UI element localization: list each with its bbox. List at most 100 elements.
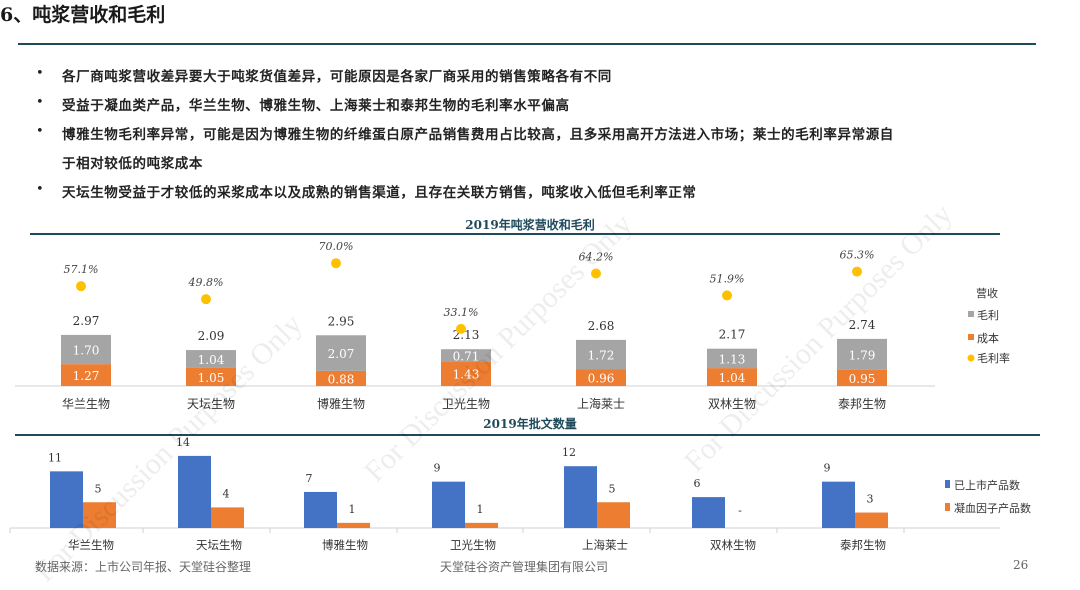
label-revenue-total: 2.95 [328, 314, 355, 328]
point-gross-margin [456, 323, 466, 334]
label-revenue-total: 2.68 [588, 319, 615, 333]
bar-cost [837, 369, 887, 386]
bar-coagulation-products [337, 522, 370, 528]
bar-gross-profit [707, 348, 757, 369]
bar-gross-profit [441, 349, 491, 362]
label-revenue-total: 2.74 [849, 318, 876, 332]
label-listed-products: 9 [824, 462, 831, 475]
bar-cost [61, 364, 111, 386]
bullet-text: 天坛生物受益于才较低的采浆成本以及成熟的销售渠道，且存在关联方销售，吨浆收入低但… [62, 185, 697, 201]
legend-swatch-gross-profit [968, 311, 974, 317]
bullet-text-continued: 于相对较低的吨浆成本 [62, 156, 203, 172]
legend-label: 凝血因子产品数 [954, 501, 1031, 515]
bar-coagulation-products [597, 502, 630, 528]
company-name: 天堂硅谷资产管理集团有限公司 [440, 560, 609, 574]
bar-coagulation-products [211, 507, 244, 528]
bar-gross-profit [316, 335, 366, 371]
bar-cost [316, 370, 366, 386]
label-cost: 1.05 [198, 371, 225, 385]
label-coagulation-products: 4 [223, 487, 230, 500]
bar-coagulation-products [83, 502, 116, 528]
label-revenue-total: 2.09 [198, 329, 225, 343]
chart2-rule [15, 434, 1040, 436]
legend-swatch-coagulation [945, 503, 950, 511]
page-number: 26 [1013, 558, 1029, 572]
bullet-text: 博雅生物毛利率异常，可能是因为博雅生物的纤维蛋白原产品销售费用占比较高，且多采用… [62, 127, 894, 143]
legend-title: 营收 [976, 286, 998, 300]
category-label: 卫光生物 [442, 397, 490, 411]
category-label: 双林生物 [710, 538, 756, 552]
page-title: 6、吨浆营收和毛利 [0, 4, 166, 26]
chart1-rule [30, 233, 1000, 235]
bar-listed-products [304, 491, 337, 528]
point-gross-margin [722, 290, 732, 301]
label-gross-profit: 1.13 [719, 352, 746, 366]
label-revenue-total: 2.17 [719, 328, 746, 342]
label-gross-profit: 2.07 [328, 347, 355, 361]
bar-cost [441, 361, 491, 386]
bullet-icon: • [36, 182, 44, 197]
bar-listed-products [50, 471, 83, 528]
bar-cost [576, 369, 626, 386]
bar-listed-products [564, 466, 597, 528]
bullet-icon: • [36, 124, 44, 139]
bullet-text: 受益于凝血类产品，华兰生物、博雅生物、上海莱士和泰邦生物的毛利率水平偏高 [62, 98, 570, 114]
bar-coagulation-products [855, 512, 888, 528]
label-coagulation-products: 5 [95, 482, 102, 495]
chart1-title: 2019年吨浆营收和毛利 [465, 218, 595, 232]
label-cost: 0.88 [328, 372, 355, 386]
bar-cost [186, 367, 236, 386]
label-gross-profit: 1.04 [198, 353, 225, 367]
label-gross-margin: 65.3% [840, 249, 875, 262]
label-gross-margin: 64.2% [579, 251, 614, 264]
category-label: 泰邦生物 [838, 397, 886, 411]
label-gross-margin: 51.9% [710, 272, 745, 285]
label-cost: 0.96 [588, 372, 615, 386]
legend-swatch-cost [968, 334, 974, 340]
legend-swatch-listed [945, 480, 950, 488]
category-label: 华兰生物 [68, 538, 114, 552]
bar-listed-products [432, 481, 465, 528]
legend-label: 已上市产品数 [954, 478, 1020, 492]
bullet-text: 各厂商吨浆营收差异要大于吨浆货值差异，可能原因是各家厂商采用的销售策略各有不同 [62, 69, 612, 85]
label-listed-products: 6 [694, 477, 701, 490]
legend-label: 毛利 [977, 309, 999, 322]
bar-listed-products [178, 455, 211, 528]
category-label: 博雅生物 [322, 538, 368, 552]
point-gross-margin [591, 268, 601, 279]
bar-cost [707, 368, 757, 386]
label-listed-products: 11 [48, 451, 62, 464]
bar-gross-profit [837, 338, 887, 370]
bar-gross-profit [186, 350, 236, 368]
category-label: 华兰生物 [62, 397, 110, 411]
label-coagulation-products: 1 [349, 503, 356, 516]
category-label: 博雅生物 [317, 396, 365, 411]
label-listed-products: 9 [434, 462, 441, 475]
label-gross-margin: 33.1% [444, 306, 479, 319]
point-gross-margin [76, 281, 86, 292]
label-listed-products: 12 [562, 446, 576, 459]
label-listed-products: 7 [306, 472, 313, 485]
category-label: 上海莱士 [577, 396, 625, 411]
point-gross-margin [331, 258, 341, 269]
label-cost: 1.27 [73, 369, 100, 383]
bar-listed-products [822, 481, 855, 528]
source-note: 数据来源：上市公司年报、天堂硅谷整理 [35, 560, 252, 574]
point-gross-margin [852, 266, 862, 277]
label-gross-profit: 1.72 [588, 349, 615, 363]
category-label: 双林生物 [708, 397, 756, 411]
category-label: 天坛生物 [196, 538, 242, 552]
bar-listed-products [692, 497, 725, 528]
label-coagulation-products: 3 [867, 493, 874, 506]
label-gross-profit: 0.71 [453, 349, 480, 363]
label-revenue-total: 2.97 [73, 314, 100, 328]
label-cost: 0.95 [849, 372, 876, 386]
label-coagulation-products: - [738, 504, 742, 517]
label-listed-products: 14 [176, 436, 190, 449]
category-label: 卫光生物 [450, 538, 496, 552]
label-coagulation-products: 1 [477, 503, 484, 516]
legend-label: 毛利率 [977, 351, 1010, 365]
label-gross-profit: 1.79 [849, 348, 876, 362]
